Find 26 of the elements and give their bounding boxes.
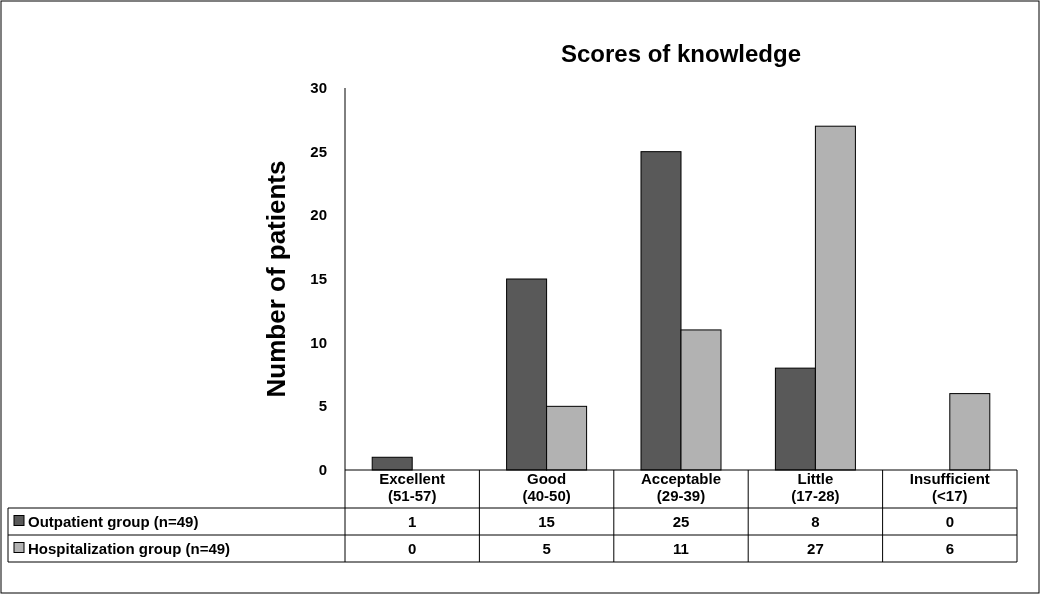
y-tick-label: 15 bbox=[310, 270, 327, 287]
data-label: 0 bbox=[945, 512, 954, 530]
data-label: 5 bbox=[542, 539, 551, 557]
data-label: 0 bbox=[408, 539, 417, 557]
y-tick-label: 30 bbox=[310, 79, 327, 96]
x-tick-label: Acceptable (29-39) bbox=[640, 470, 722, 504]
data-label: 25 bbox=[672, 512, 690, 530]
data-label: 1 bbox=[408, 512, 417, 530]
y-tick-label: 0 bbox=[318, 461, 327, 478]
data-label: 27 bbox=[807, 539, 824, 557]
data-label: 8 bbox=[811, 512, 820, 530]
x-tick-label: Little (17-28) bbox=[791, 470, 840, 504]
y-tick-label: 10 bbox=[310, 333, 327, 351]
x-tick-label: Insufficient (<17) bbox=[909, 470, 990, 504]
chart-title: Scores of knowledge bbox=[560, 40, 802, 67]
y-tick-label: 25 bbox=[310, 142, 327, 160]
y-tick-label: 20 bbox=[310, 206, 327, 224]
data-label: 6 bbox=[945, 539, 954, 557]
x-tick-label: Excellent (51-57) bbox=[379, 470, 446, 504]
data-label: 15 bbox=[538, 512, 555, 530]
x-tick-label: Good (40-50) bbox=[522, 470, 571, 504]
y-axis-title: Number of patients bbox=[261, 160, 291, 398]
data-label: 11 bbox=[673, 539, 689, 557]
legend-label: Outpatient group (n=49) bbox=[28, 512, 199, 530]
y-tick-label: 5 bbox=[318, 397, 327, 415]
legend-label: Hospitalization group (n=49) bbox=[28, 539, 231, 557]
